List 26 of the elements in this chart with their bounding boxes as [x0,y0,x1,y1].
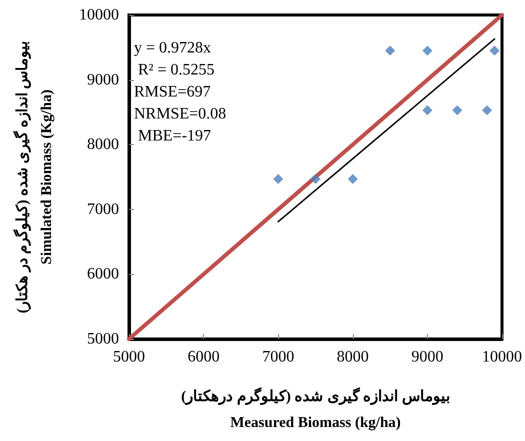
y-tick-label: 9000 [87,71,119,88]
point [452,105,462,116]
x-tick-label: 9000 [411,348,444,366]
y-tick-label: 7000 [87,200,119,218]
x-tick-label: 5000 [113,348,145,366]
x-tick-label: 10000 [482,348,522,366]
point [273,174,284,184]
y-tick-label: 8000 [87,136,119,154]
x-tick-label: 8000 [336,348,369,366]
point [422,105,432,116]
annotation: y = 0.9728x [134,40,212,56]
y-tick-label: 6000 [87,266,119,283]
annotation: RMSE=697 [134,84,211,100]
y-tick-label: 10000 [79,6,119,24]
point [490,46,500,56]
annotation: MBE=-197 [134,128,212,144]
point [348,174,358,184]
annotation: NRMSE=0.08 [134,106,226,122]
point [482,105,492,116]
x-tick-label: 6000 [188,348,220,366]
point [310,174,320,184]
point [385,46,396,56]
y-tick-label: 5000 [87,330,119,348]
annotation: R² = 0.5255 [134,62,214,78]
point [422,46,432,56]
x-tick-label: 7000 [262,348,294,366]
